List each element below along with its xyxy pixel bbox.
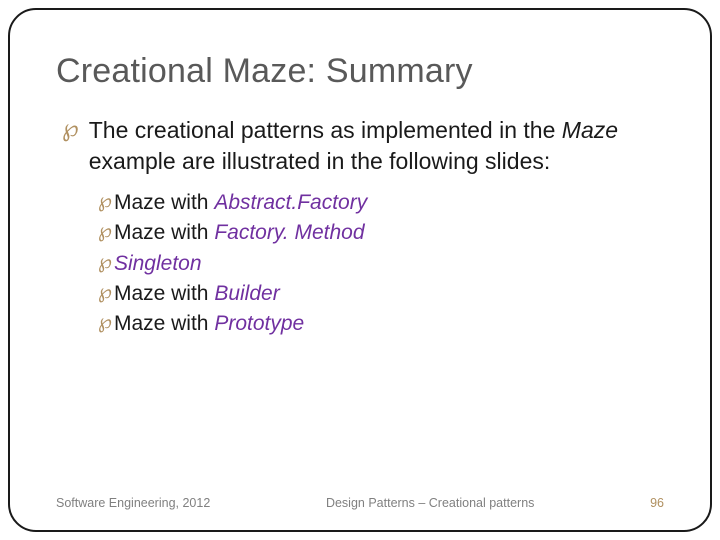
bullet-glyph-icon: ℘ xyxy=(62,115,79,144)
slide-frame: Creational Maze: Summary ℘ The creationa… xyxy=(8,8,712,532)
main-bullet-text: The creational patterns as implemented i… xyxy=(89,115,664,177)
main-bullet-maze: Maze xyxy=(562,117,618,143)
main-bullet: ℘ The creational patterns as implemented… xyxy=(62,115,664,177)
sub-bullet-list: ℘ Maze with Abstract.Factory ℘ Maze with… xyxy=(98,189,664,341)
page-number: 96 xyxy=(650,496,664,510)
sub-bullet-text: Maze with Prototype xyxy=(114,310,304,338)
sub-bullet-text: Maze with Factory. Method xyxy=(114,219,365,247)
sub-bullet-text: Singleton xyxy=(114,250,202,278)
bullet-glyph-icon: ℘ xyxy=(98,280,112,304)
sub-bullet: ℘ Maze with Prototype xyxy=(98,310,664,338)
footer-left: Software Engineering, 2012 xyxy=(56,496,210,510)
sub-bullet: ℘ Maze with Factory. Method xyxy=(98,219,664,247)
sub-bullet: ℘ Maze with Builder xyxy=(98,280,664,308)
bullet-glyph-icon: ℘ xyxy=(98,250,112,274)
bullet-glyph-icon: ℘ xyxy=(98,310,112,334)
sub-bullet: ℘ Singleton xyxy=(98,250,664,278)
sub-bullet: ℘ Maze with Abstract.Factory xyxy=(98,189,664,217)
footer-center: Design Patterns – Creational patterns xyxy=(210,496,650,510)
main-bullet-suffix: example are illustrated in the following… xyxy=(89,148,551,174)
bullet-glyph-icon: ℘ xyxy=(98,189,112,213)
sub-bullet-text: Maze with Builder xyxy=(114,280,280,308)
bullet-glyph-icon: ℘ xyxy=(98,219,112,243)
main-bullet-prefix: The creational patterns as implemented i… xyxy=(89,117,562,143)
slide-footer: Software Engineering, 2012 Design Patter… xyxy=(56,496,664,510)
slide-title: Creational Maze: Summary xyxy=(56,52,664,91)
sub-bullet-text: Maze with Abstract.Factory xyxy=(114,189,367,217)
